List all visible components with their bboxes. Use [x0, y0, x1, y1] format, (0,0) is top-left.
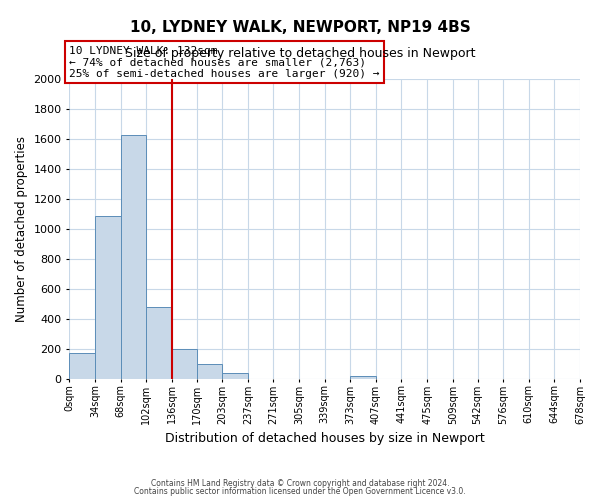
- Bar: [121, 135, 146, 378]
- Bar: [70, 354, 95, 378]
- Text: Size of property relative to detached houses in Newport: Size of property relative to detached ho…: [125, 48, 475, 60]
- Text: Contains public sector information licensed under the Open Government Licence v3: Contains public sector information licen…: [134, 487, 466, 496]
- Bar: [222, 374, 248, 378]
- Text: Contains HM Land Registry data © Crown copyright and database right 2024.: Contains HM Land Registry data © Crown c…: [151, 478, 449, 488]
- Bar: [197, 364, 222, 378]
- Bar: [95, 216, 121, 378]
- Y-axis label: Number of detached properties: Number of detached properties: [15, 136, 28, 322]
- Bar: [350, 376, 376, 378]
- Bar: [146, 307, 172, 378]
- Text: 10, LYDNEY WALK, NEWPORT, NP19 4BS: 10, LYDNEY WALK, NEWPORT, NP19 4BS: [130, 20, 470, 35]
- X-axis label: Distribution of detached houses by size in Newport: Distribution of detached houses by size …: [165, 432, 485, 445]
- Text: 10 LYDNEY WALK: 132sqm
← 74% of detached houses are smaller (2,763)
25% of semi-: 10 LYDNEY WALK: 132sqm ← 74% of detached…: [70, 46, 380, 79]
- Bar: [172, 349, 197, 378]
